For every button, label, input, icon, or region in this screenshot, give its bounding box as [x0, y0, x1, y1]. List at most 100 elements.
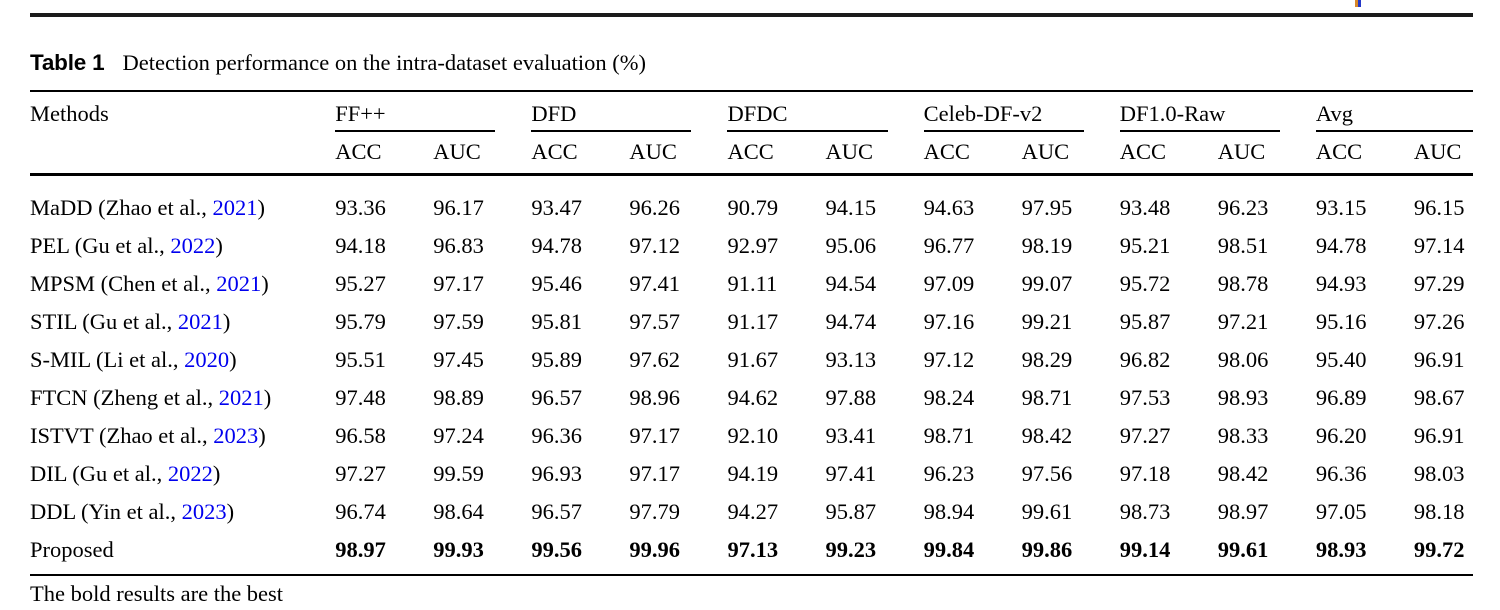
value-cell: 93.36 — [335, 195, 386, 220]
value-cell: 98.93 — [1217, 385, 1269, 410]
table-row: S-MIL (Li et al., 2020) 95.51 97.45 95.89 97… — [30, 341, 1473, 379]
value-cell: 96.15 — [1413, 195, 1465, 220]
value-cell: 94.62 — [727, 385, 779, 410]
value-cell: 95.06 — [825, 233, 877, 258]
citation-year-link[interactable]: 2021 — [218, 385, 264, 410]
method-name: MaDD (Zhao et al., — [30, 195, 213, 220]
value-cell: 97.53 — [1119, 385, 1171, 410]
citation-year-link[interactable]: 2023 — [213, 423, 259, 448]
clipped-glyph-fragment — [1355, 0, 1361, 7]
value-cell: 99.86 — [1021, 531, 1120, 576]
value-cell: 93.13 — [825, 347, 877, 372]
value-cell: 99.61 — [1217, 531, 1316, 576]
value-cell: 96.36 — [531, 423, 582, 448]
method-name: DDL (Yin et al., — [30, 499, 182, 524]
value-cell: 97.62 — [629, 347, 681, 372]
citation-year-link[interactable]: 2022 — [170, 233, 216, 258]
column-group-header: DF1.0-Raw — [1119, 91, 1316, 132]
method-suffix: ) — [261, 271, 269, 296]
value-cell: 96.26 — [629, 195, 681, 220]
value-cell: 96.23 — [923, 461, 975, 486]
value-cell: 96.82 — [1119, 347, 1171, 372]
value-cell: 98.71 — [1021, 385, 1073, 410]
method-name: Proposed — [30, 537, 114, 562]
results-table-container: Methods FF++ DFD DFDC Celeb-DF-v2 DF1.0-… — [30, 90, 1473, 576]
value-cell: 97.12 — [629, 233, 681, 258]
method-suffix: ) — [215, 233, 223, 258]
table-row: FTCN (Zheng et al., 2021) 97.48 98.89 96.57… — [30, 379, 1473, 417]
table-row: MaDD (Zhao et al., 2021) 93.36 96.17 93.47 9… — [30, 175, 1473, 228]
method-cell: S-MIL (Li et al., 2020) — [30, 341, 335, 379]
value-cell: 96.91 — [1413, 423, 1465, 448]
method-name: STIL (Gu et al., — [30, 309, 178, 334]
method-suffix: ) — [257, 195, 265, 220]
value-cell: 99.23 — [825, 531, 924, 576]
column-subheader: ACC — [923, 132, 1022, 176]
value-cell: 96.93 — [531, 461, 582, 486]
value-cell: 98.71 — [923, 423, 975, 448]
table-row: STIL (Gu et al., 2021) 95.79 97.59 95.81 97.… — [30, 303, 1473, 341]
citation-year-link[interactable]: 2020 — [184, 347, 230, 372]
value-cell: 94.27 — [727, 499, 779, 524]
value-cell: 97.59 — [433, 309, 484, 334]
value-cell: 96.83 — [433, 233, 484, 258]
column-subheader: ACC — [1119, 132, 1218, 176]
value-cell: 99.21 — [1021, 309, 1073, 334]
value-cell: 97.41 — [629, 271, 681, 296]
table-row: DDL (Yin et al., 2023) 96.74 98.64 96.57 97.… — [30, 493, 1473, 531]
value-cell: 98.67 — [1413, 385, 1465, 410]
value-cell: 96.58 — [335, 423, 386, 448]
results-table: Methods FF++ DFD DFDC Celeb-DF-v2 DF1.0-… — [30, 90, 1473, 576]
value-cell: 98.64 — [433, 499, 484, 524]
table-caption-text: Detection performance on the intra-datas… — [122, 50, 646, 75]
value-cell: 98.42 — [1217, 461, 1269, 486]
value-cell: 97.18 — [1119, 461, 1171, 486]
table-row: MPSM (Chen et al., 2021) 95.27 97.17 95.46 9… — [30, 265, 1473, 303]
value-cell: 97.13 — [727, 531, 826, 576]
citation-year-link[interactable]: 2021 — [177, 309, 223, 334]
column-group-header: Celeb-DF-v2 — [923, 91, 1120, 132]
table-row: ISTVT (Zhao et al., 2023) 96.58 97.24 96.36… — [30, 417, 1473, 455]
method-name: PEL (Gu et al., — [30, 233, 171, 258]
method-cell: MaDD (Zhao et al., 2021) — [30, 175, 335, 228]
column-subheader: AUC — [629, 132, 728, 176]
citation-year-link[interactable]: 2023 — [181, 499, 227, 524]
citation-year-link[interactable]: 2021 — [212, 195, 258, 220]
value-cell: 92.10 — [727, 423, 779, 448]
group-label: DFDC — [727, 101, 888, 132]
value-cell: 99.61 — [1021, 499, 1073, 524]
value-cell: 98.19 — [1021, 233, 1073, 258]
value-cell: 96.74 — [335, 499, 386, 524]
value-cell: 95.46 — [531, 271, 582, 296]
method-suffix: ) — [229, 347, 237, 372]
method-name: FTCN (Zheng et al., — [30, 385, 219, 410]
method-suffix: ) — [222, 309, 231, 334]
value-cell: 94.63 — [923, 195, 975, 220]
citation-year-link[interactable]: 2021 — [216, 271, 262, 296]
value-cell: 95.87 — [825, 499, 877, 524]
value-cell: 91.11 — [727, 271, 778, 296]
value-cell: 97.95 — [1021, 195, 1073, 220]
value-cell: 94.15 — [825, 195, 877, 220]
value-cell: 92.97 — [727, 233, 779, 258]
citation-year-link[interactable]: 2022 — [167, 461, 213, 486]
value-cell: 96.20 — [1315, 423, 1367, 448]
value-cell: 98.94 — [923, 499, 975, 524]
value-cell: 93.48 — [1119, 195, 1171, 220]
value-cell: 98.51 — [1217, 233, 1269, 258]
header-group-row: Methods FF++ DFD DFDC Celeb-DF-v2 DF1.0-… — [30, 91, 1473, 176]
value-cell: 99.59 — [433, 461, 484, 486]
value-cell: 95.51 — [335, 347, 386, 372]
value-cell: 97.29 — [1413, 271, 1465, 296]
value-cell: 91.67 — [727, 347, 779, 372]
value-cell: 97.27 — [335, 461, 386, 486]
value-cell: 97.48 — [335, 385, 386, 410]
value-cell: 99.07 — [1021, 271, 1073, 296]
value-cell: 93.41 — [825, 423, 877, 448]
value-cell: 99.93 — [433, 531, 532, 576]
column-subheader: ACC — [531, 132, 630, 176]
value-cell: 98.78 — [1217, 271, 1269, 296]
method-cell: FTCN (Zheng et al., 2021) — [30, 379, 335, 417]
value-cell: 97.57 — [629, 309, 681, 334]
method-cell: DDL (Yin et al., 2023) — [30, 493, 335, 531]
